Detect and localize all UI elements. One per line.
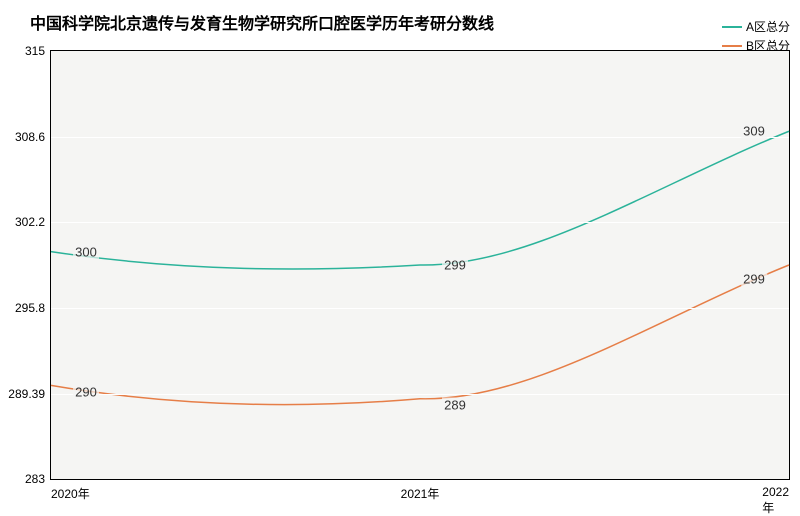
data-label: 290 <box>73 385 99 400</box>
legend-label: A区总分 <box>746 18 790 35</box>
data-label: 299 <box>741 272 767 287</box>
y-tick-label: 289.39 <box>8 387 51 401</box>
data-label: 309 <box>741 124 767 139</box>
legend-swatch <box>722 45 742 47</box>
chart-title: 中国科学院北京遗传与发育生物学研究所口腔医学历年考研分数线 <box>30 10 494 34</box>
y-tick-label: 302.2 <box>15 215 51 229</box>
gridline <box>51 137 789 138</box>
series-line <box>51 131 789 269</box>
legend-swatch <box>722 26 742 28</box>
data-label: 289 <box>442 398 468 413</box>
y-tick-label: 308.6 <box>15 130 51 144</box>
y-tick-label: 295.8 <box>15 301 51 315</box>
legend-item: A区总分 <box>722 18 790 35</box>
series-line <box>51 265 789 405</box>
x-tick-label: 2022年 <box>762 479 789 516</box>
y-tick-label: 315 <box>25 44 51 58</box>
gridline <box>51 394 789 395</box>
line-layer <box>51 51 789 479</box>
data-label: 299 <box>442 258 468 273</box>
x-tick-label: 2020年 <box>51 479 90 502</box>
data-label: 300 <box>73 244 99 259</box>
plot-area: 283289.39295.8302.2308.63152020年2021年202… <box>50 50 790 480</box>
y-tick-label: 283 <box>25 472 51 486</box>
gridline <box>51 222 789 223</box>
gridline <box>51 308 789 309</box>
x-tick-label: 2021年 <box>401 479 440 502</box>
chart-container: 中国科学院北京遗传与发育生物学研究所口腔医学历年考研分数线 A区总分B区总分 2… <box>0 0 800 500</box>
